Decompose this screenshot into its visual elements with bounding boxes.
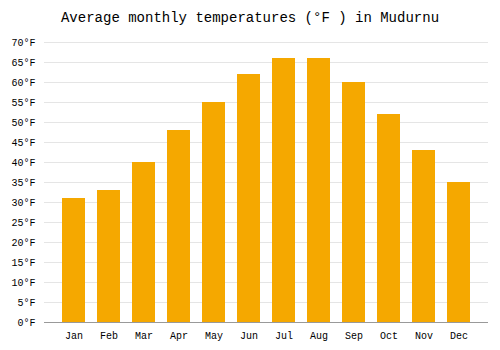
- svg-text:50°F: 50°F: [11, 118, 35, 129]
- svg-text:Dec: Dec: [450, 331, 468, 342]
- svg-text:Jan: Jan: [65, 331, 83, 342]
- svg-text:30°F: 30°F: [11, 198, 35, 209]
- svg-text:10°F: 10°F: [11, 278, 35, 289]
- svg-text:65°F: 65°F: [11, 58, 35, 69]
- svg-text:Feb: Feb: [100, 331, 118, 342]
- svg-text:Jun: Jun: [240, 331, 258, 342]
- svg-text:40°F: 40°F: [11, 158, 35, 169]
- svg-text:70°F: 70°F: [11, 38, 35, 49]
- svg-text:0°F: 0°F: [17, 318, 35, 329]
- svg-text:25°F: 25°F: [11, 218, 35, 229]
- svg-text:Sep: Sep: [345, 331, 363, 342]
- svg-text:60°F: 60°F: [11, 78, 35, 89]
- html-text:Average monthly temperatures (: Average monthly temperatures (°F ) in Mu…: [61, 10, 439, 26]
- svg-text:45°F: 45°F: [11, 138, 35, 149]
- svg-text:15°F: 15°F: [11, 258, 35, 269]
- svg-text:35°F: 35°F: [11, 178, 35, 189]
- svg-text:20°F: 20°F: [11, 238, 35, 249]
- svg-text:Mar: Mar: [135, 331, 153, 342]
- svg-text:Nov: Nov: [415, 331, 433, 342]
- svg-text:55°F: 55°F: [11, 98, 35, 109]
- svg-text:May: May: [205, 331, 223, 342]
- svg-text:Jul: Jul: [275, 331, 293, 342]
- svg-text:Oct: Oct: [380, 331, 398, 342]
- svg-text:5°F: 5°F: [17, 298, 35, 309]
- svg-text:Aug: Aug: [310, 331, 328, 342]
- svg-text:Apr: Apr: [170, 331, 188, 342]
